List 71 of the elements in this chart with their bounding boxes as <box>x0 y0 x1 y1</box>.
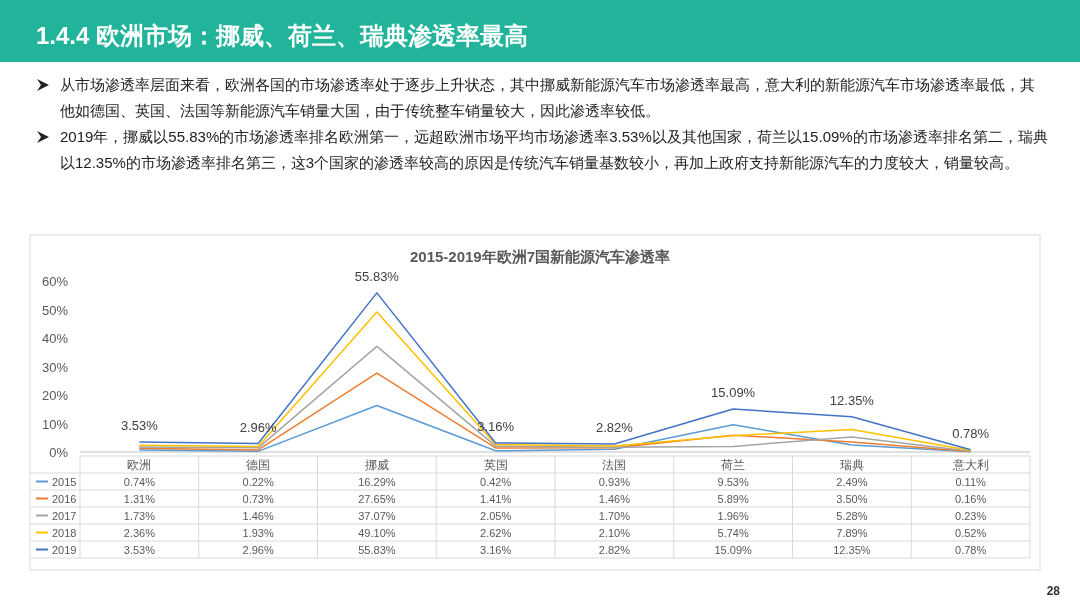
y-tick-label: 10% <box>41 416 69 432</box>
text: 28 <box>1046 584 1061 598</box>
x-tick-label: 德国 <box>246 458 271 472</box>
data-label: 1.96% <box>717 509 749 522</box>
x-tick-label: 荷兰 <box>721 458 746 472</box>
data-label: 0.11% <box>955 475 987 488</box>
data-label: 3.53% <box>123 543 156 556</box>
data-label: 16.29% <box>358 475 396 488</box>
data-label: 15.09% <box>714 543 752 556</box>
data-label: 2.82% <box>598 543 631 556</box>
legend-label: 2015 <box>52 475 77 488</box>
text: 2019年，挪威以55.83%的市场渗透率排名欧洲第一，远超欧洲市场平均市场渗透率3.53%以及其他国家，荷兰以15.09%的市场渗透率排名第二，瑞典以12.35%的市场渗透率排名第三，这3个国家的渗透率较高的原因是传统汽车销量基数较小，再加上政府支持新能源汽车的力度较大，销量较高。 <box>60 128 1048 171</box>
data-label: 3.50% <box>836 492 868 505</box>
text: 15.09% <box>711 384 756 400</box>
chart-subtitle: 2015-2019年欧洲7国新能源汽车渗透率 <box>409 248 671 265</box>
chart-title: 1.4.4 欧洲市场：挪威、荷兰、瑞典渗透率最高 <box>36 22 529 49</box>
x-tick-label: 瑞典 <box>839 458 864 472</box>
legend-label: 2019 <box>52 543 77 556</box>
data-label: 37.07% <box>358 509 396 522</box>
legend-label: 2017 <box>52 509 77 522</box>
text: 12.35% <box>829 392 874 408</box>
text: 2.82% <box>595 419 633 435</box>
data-label: 12.35% <box>833 543 871 556</box>
data-label: 0.73% <box>242 492 274 505</box>
y-tick-label: 40% <box>41 331 69 346</box>
text: 3.53% <box>120 417 158 433</box>
x-tick-label: 欧洲 <box>127 458 152 472</box>
data-label: 27.65% <box>358 492 396 505</box>
data-label: 2.10% <box>598 526 631 539</box>
data-label: 1.93% <box>242 526 274 539</box>
data-label: 5.89% <box>717 492 749 505</box>
text: 0.78% <box>952 425 990 441</box>
data-label: 2.49% <box>836 475 868 488</box>
x-tick-label: 法国 <box>602 458 627 472</box>
y-tick-label: 60% <box>41 274 69 289</box>
data-label: 1.41% <box>480 492 512 505</box>
data-label: 0.74% <box>123 475 156 488</box>
y-tick-label: 0% <box>49 445 69 460</box>
legend-label: 2016 <box>52 492 77 505</box>
y-tick-label: 20% <box>41 388 69 403</box>
data-label: 55.83% <box>358 543 396 556</box>
data-label: 2.36% <box>123 526 156 539</box>
data-label: 1.31% <box>123 492 156 505</box>
x-tick-label: 英国 <box>483 458 508 472</box>
data-label: 0.22% <box>242 475 274 488</box>
data-label: 7.89% <box>836 526 868 539</box>
data-label: 1.46% <box>598 492 631 505</box>
data-label: 1.73% <box>123 509 156 522</box>
data-label: 0.16% <box>955 492 987 505</box>
data-label: 49.10% <box>358 526 396 539</box>
data-label: 5.28% <box>836 509 868 522</box>
data-label: 9.53% <box>717 475 749 488</box>
data-label: 2.96% <box>242 543 274 556</box>
data-label: 0.78% <box>955 543 987 556</box>
legend-label: 2018 <box>52 526 77 539</box>
data-label: 0.52% <box>955 526 987 539</box>
text: 55.83% <box>354 268 399 284</box>
data-label: 5.74% <box>717 526 749 539</box>
data-label: 2.05% <box>480 509 512 522</box>
data-label: 1.46% <box>242 509 274 522</box>
data-label: 1.70% <box>598 509 631 522</box>
x-tick-label: 意大利 <box>951 458 989 472</box>
data-label: 0.93% <box>598 475 631 488</box>
text: 从市场渗透率层面来看，欧洲各国的市场渗透率处于逐步上升状态，其中挪威新能源汽车市场渗透率最高，意大利的新能源汽车市场渗透率最低，其他如德国、英国、法国等新能源汽车销量大国，由于传统整车销量较大，因此渗透率较低。 <box>60 76 1035 119</box>
data-label: 3.16% <box>480 543 512 556</box>
y-tick-label: 50% <box>41 302 69 318</box>
y-tick-label: 30% <box>41 359 69 375</box>
data-label: 2.62% <box>480 526 512 539</box>
data-label: 0.23% <box>955 509 987 522</box>
data-label: 0.42% <box>480 475 512 488</box>
x-tick-label: 挪威 <box>364 458 389 472</box>
